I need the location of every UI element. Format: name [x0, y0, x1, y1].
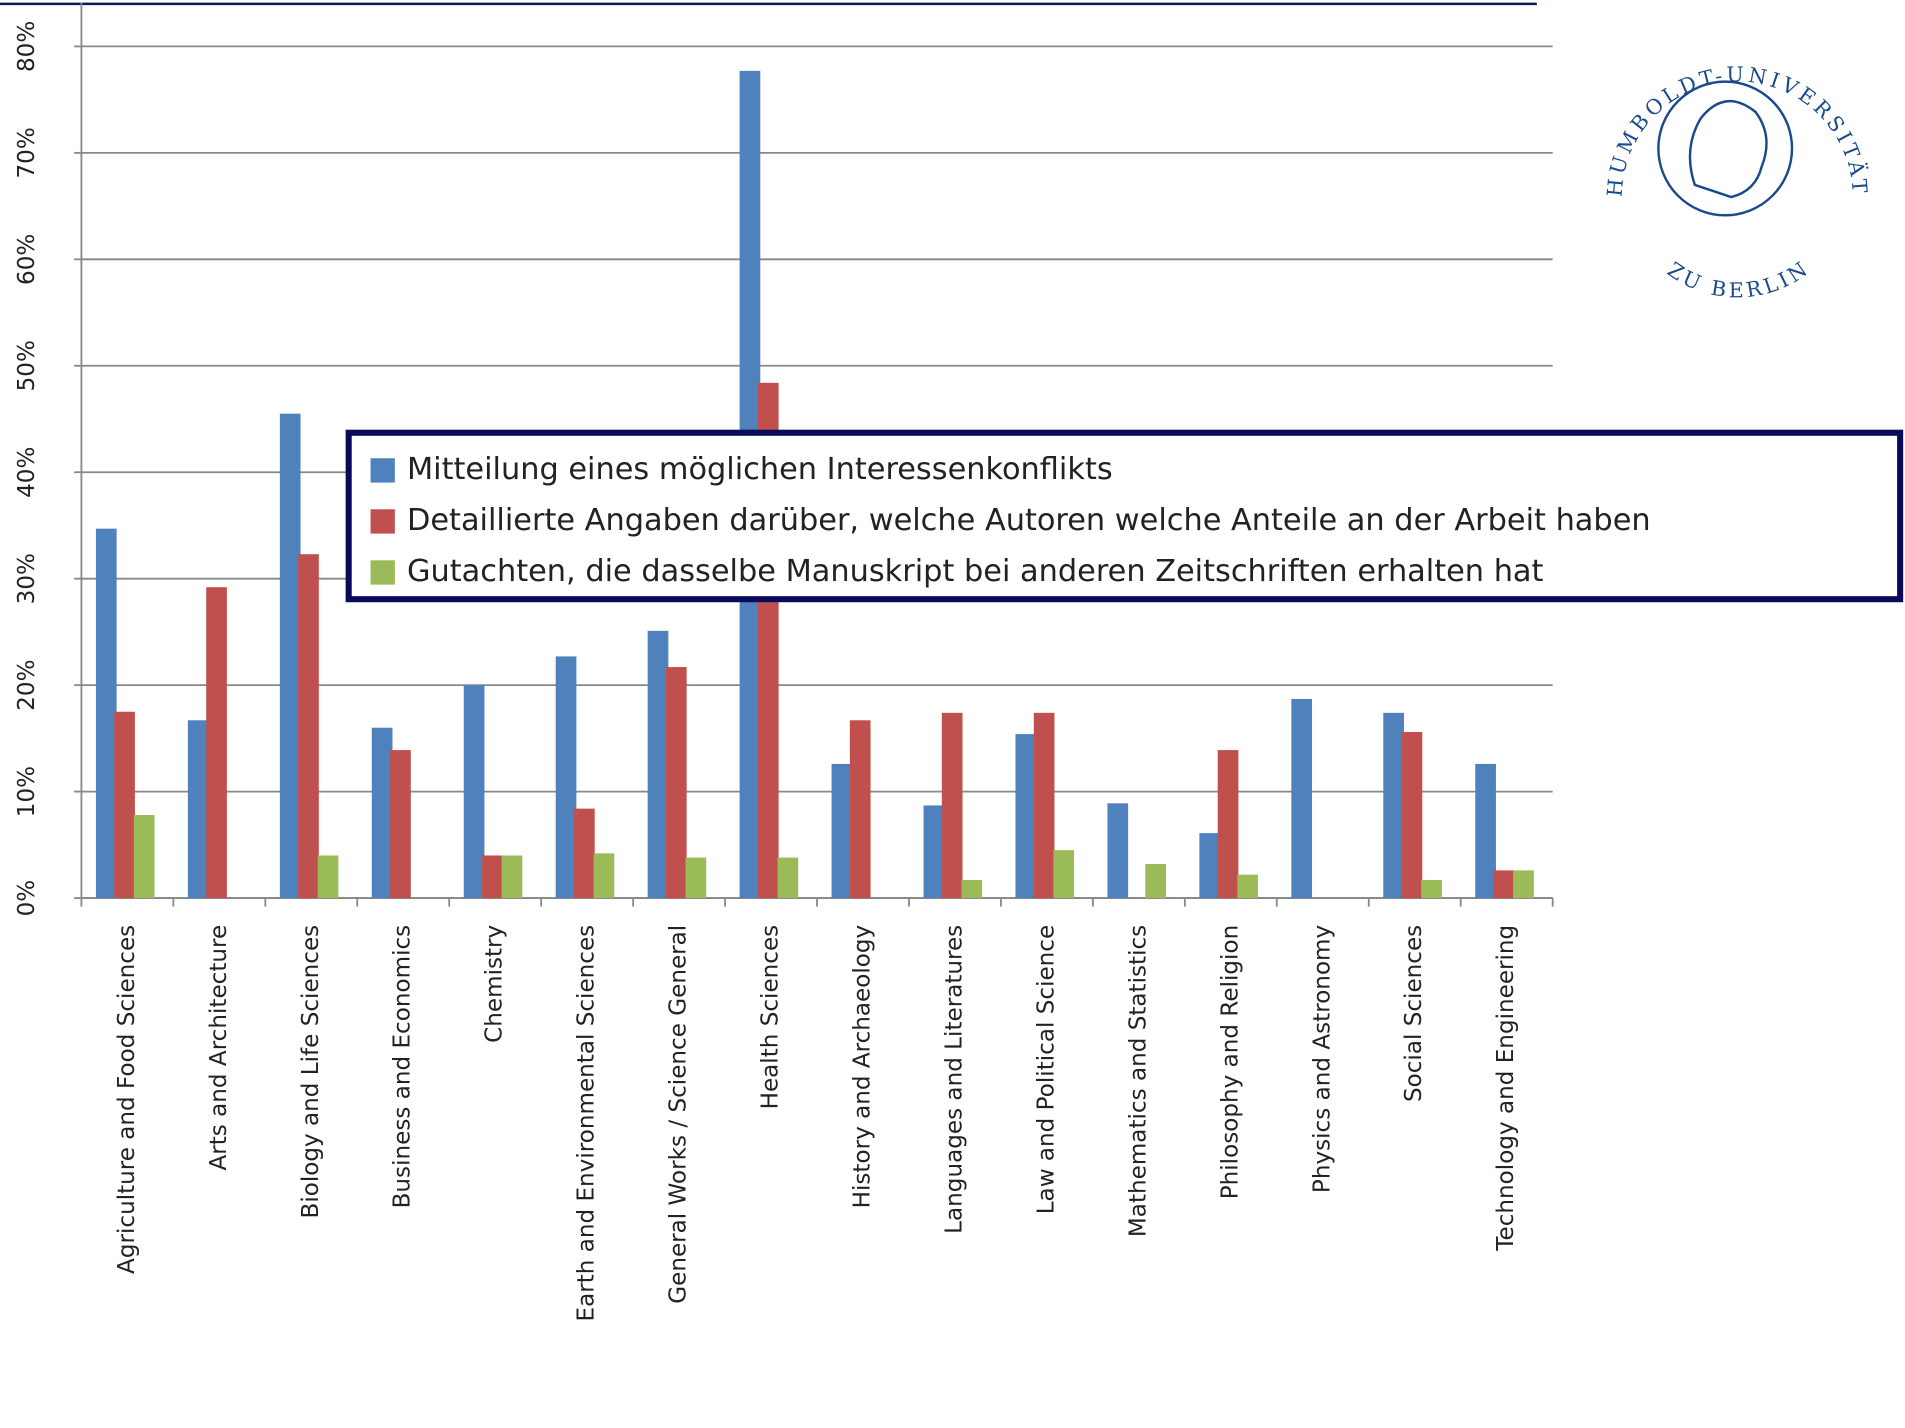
bar	[593, 853, 615, 899]
y-tick-label: 20%	[14, 659, 40, 710]
bar	[133, 815, 155, 899]
bar	[317, 855, 339, 899]
y-tick-label: 0%	[14, 880, 40, 917]
logo-bottom: ZU BERLIN	[1663, 255, 1814, 302]
y-tick-label: 60%	[14, 234, 40, 285]
bar	[1291, 698, 1313, 899]
bar	[1493, 870, 1515, 899]
logo-top: HUMBOLDT-UNIVERSITÄT	[1602, 62, 1872, 197]
bar	[685, 857, 707, 899]
y-tick-label: 40%	[14, 447, 40, 498]
bar	[371, 727, 393, 899]
logo-bottom-text: ZU BERLIN	[1663, 255, 1811, 302]
x-tick-label: Chemistry	[482, 925, 508, 1043]
x-tick-label: Health Sciences	[758, 925, 784, 1110]
x-tick-label: Earth and Environmental Sciences	[574, 925, 600, 1322]
legend: Mitteilung eines möglichen Interessenkon…	[345, 429, 1904, 603]
x-tick-label: General Works / Science General	[666, 925, 692, 1304]
bar	[1015, 734, 1037, 899]
bar	[1199, 833, 1221, 899]
x-tick-label: Arts and Architecture	[206, 925, 232, 1171]
x-tick-label: Social Sciences	[1401, 925, 1427, 1102]
bar	[1237, 874, 1258, 899]
bar	[777, 857, 799, 899]
bar	[390, 750, 411, 899]
x-tick-label: Mathematics and Statistics	[1125, 925, 1151, 1237]
bar	[206, 587, 227, 899]
y-tick-label: 70%	[14, 127, 40, 178]
x-tick-label: Languages and Literatures	[941, 925, 967, 1234]
y-tick-label: 10%	[14, 766, 40, 817]
bar	[849, 720, 871, 899]
bar	[501, 855, 523, 899]
legend-box	[345, 429, 1904, 603]
bar	[831, 763, 853, 899]
plot: 0% 10% 20% 30% 40% 50% 60% 70% 80% Agriculture an…	[14, 2, 1554, 1322]
x-tick-label: History and Archaeology	[850, 925, 876, 1209]
legend-swatch	[370, 560, 395, 585]
bar	[1401, 731, 1423, 899]
x-tick-label: Technology and Engineering	[1493, 925, 1519, 1252]
legend-label: Gutachten, die dasselbe Manuskript bei a…	[407, 554, 1544, 589]
y-tick-label: 50%	[14, 340, 40, 391]
x-tick-label: Physics and Astronomy	[1309, 925, 1335, 1193]
x-tick-label: Biology and Life Sciences	[298, 925, 324, 1219]
bar	[961, 879, 983, 899]
x-tick-label: Law and Political Science	[1033, 925, 1059, 1215]
bar	[647, 630, 669, 899]
bar	[555, 656, 577, 899]
bar	[1033, 712, 1055, 899]
x-tick-label: Agriculture and Food Sciences	[114, 925, 140, 1274]
x-tick-label: Business and Economics	[390, 925, 416, 1209]
bar	[923, 805, 945, 899]
y-tick-label: 30%	[14, 553, 40, 604]
bar	[1107, 803, 1129, 899]
bar	[1053, 850, 1075, 899]
bar	[298, 554, 319, 899]
bar	[1421, 879, 1442, 899]
bar	[1217, 750, 1239, 899]
legend-swatch	[370, 509, 395, 534]
bar	[463, 685, 485, 899]
logo-profile	[1688, 99, 1768, 199]
bar	[665, 667, 687, 899]
bar	[1145, 863, 1167, 899]
x-tick-label: Philosophy and Religion	[1217, 925, 1243, 1199]
legend-swatch	[370, 458, 395, 483]
legend-label: Mitteilung eines möglichen Interessenkon…	[407, 452, 1113, 487]
y-tick-label: 80%	[14, 21, 40, 72]
bar	[95, 528, 117, 899]
legend-label: Detaillierte Angaben darüber, welche Aut…	[407, 503, 1651, 538]
bar	[1383, 712, 1404, 899]
bar	[187, 720, 209, 899]
bar	[1475, 763, 1496, 899]
bar	[279, 413, 301, 899]
bar	[574, 808, 595, 899]
logo: HUMBOLDT-UNIVERSITÄT ZU BERLIN	[1602, 62, 1872, 302]
bar	[941, 712, 963, 899]
bar	[114, 711, 135, 899]
logo-top-text: HUMBOLDT-UNIVERSITÄT	[1602, 62, 1868, 197]
logo-emblem	[1657, 80, 1794, 217]
bar	[1513, 870, 1534, 899]
bar	[482, 855, 503, 899]
